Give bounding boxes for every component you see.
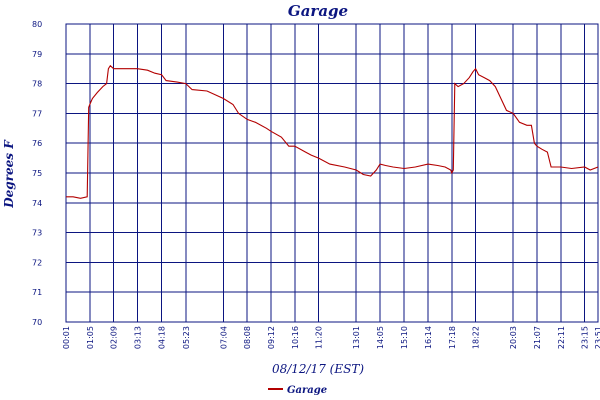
x-tick-label: 13:01 — [352, 326, 361, 349]
x-tick-label: 07:04 — [219, 326, 228, 349]
y-tick-label: 77 — [32, 109, 42, 118]
y-tick-label: 72 — [32, 258, 42, 267]
y-tick-label: 71 — [32, 288, 42, 297]
y-tick-label: 79 — [32, 50, 42, 59]
x-axis-ticks: 00:01 01:05 02:09 03:13 04:18 05:23 07:04 08:08… — [62, 326, 600, 349]
x-tick-label: 01:05 — [86, 326, 95, 349]
chart-title: Garage — [288, 2, 348, 20]
legend-label-garage: Garage — [287, 385, 327, 396]
x-tick-label: 22:11 — [557, 326, 566, 349]
y-tick-label: 75 — [32, 169, 42, 178]
x-tick-label: 15:10 — [400, 326, 409, 349]
x-tick-label: 11:20 — [315, 326, 324, 349]
y-axis-ticks: 70 71 72 73 74 75 76 77 78 79 80 — [32, 20, 42, 327]
y-axis-label: Degrees F — [2, 139, 16, 209]
x-tick-label: 18:22 — [472, 326, 481, 349]
x-tick-label: 08:08 — [243, 326, 252, 349]
x-tick-label: 03:13 — [133, 326, 142, 349]
x-tick-label: 23:51 — [594, 326, 600, 349]
x-axis-label: 08/12/17 (EST) — [272, 362, 364, 376]
x-tick-label: 02:09 — [110, 326, 119, 349]
x-tick-label: 21:07 — [533, 326, 542, 349]
series-line-garage — [66, 64, 599, 199]
y-tick-label: 74 — [32, 199, 42, 208]
x-tick-label: 05:23 — [182, 326, 191, 349]
y-tick-label: 78 — [32, 80, 42, 89]
plot-area — [65, 23, 599, 323]
x-tick-label: 14:05 — [376, 326, 385, 349]
x-tick-label: 16:14 — [424, 326, 433, 349]
y-tick-label: 80 — [32, 20, 42, 29]
y-tick-label: 76 — [32, 139, 42, 148]
x-tick-label: 17:18 — [448, 326, 457, 349]
y-tick-label: 70 — [32, 318, 42, 327]
x-tick-label: 23:15 — [581, 326, 590, 349]
x-tick-label: 20:03 — [509, 326, 518, 349]
gridlines — [66, 24, 598, 322]
x-tick-label: 09:12 — [267, 326, 276, 349]
y-tick-label: 73 — [32, 229, 42, 238]
x-tick-label: 00:01 — [62, 326, 71, 349]
legend: Garage — [268, 385, 327, 396]
x-tick-label: 10:16 — [291, 326, 300, 349]
x-tick-label: 04:18 — [158, 326, 167, 349]
